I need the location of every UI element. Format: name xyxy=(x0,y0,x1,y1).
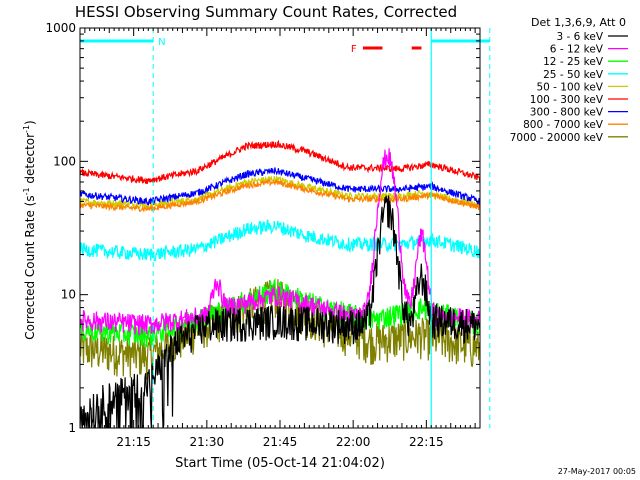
legend-label: 6 - 12 keV xyxy=(550,44,604,56)
legend-label: 800 - 7000 keV xyxy=(523,119,604,131)
series-line xyxy=(80,195,480,428)
series-line xyxy=(80,167,480,206)
series-line xyxy=(80,139,480,185)
x-tick-label: 22:00 xyxy=(336,435,371,449)
y-tick-label: 1 xyxy=(68,421,76,435)
legend-label: 300 - 800 keV xyxy=(530,107,604,119)
legend-label: 100 - 300 keV xyxy=(530,94,604,106)
series-line xyxy=(80,178,480,213)
plot-area xyxy=(80,139,480,428)
x-tick-label: 21:15 xyxy=(116,435,151,449)
x-tick-label: 21:45 xyxy=(263,435,298,449)
flare-marker-label: F xyxy=(351,44,357,55)
legend-label: 7000 - 20000 keV xyxy=(510,132,604,144)
footer-date: 27-May-2017 00:05 xyxy=(558,467,636,476)
x-tick-label: 21:30 xyxy=(190,435,225,449)
y-tick-label: 10 xyxy=(61,288,76,302)
legend-header: Det 1,3,6,9, Att 0 xyxy=(531,16,626,29)
legend-label: 12 - 25 keV xyxy=(543,56,604,68)
series-line xyxy=(80,218,480,262)
series-line xyxy=(80,148,480,337)
axes: 1 10 100 1000 21:15 21:30 21:45 22:00 22:15 xyxy=(45,21,481,449)
overlay-markers: NF xyxy=(80,28,491,428)
night-bar-label: N xyxy=(158,37,165,48)
y-tick-label: 1000 xyxy=(45,21,76,35)
y-tick-label: 100 xyxy=(53,154,76,168)
x-axis-label: Start Time (05-Oct-14 21:04:02) xyxy=(175,456,385,471)
legend-label: 25 - 50 keV xyxy=(543,69,604,81)
legend-label: 50 - 100 keV xyxy=(536,81,603,93)
chart-title: HESSI Observing Summary Count Rates, Cor… xyxy=(75,3,457,21)
legend-label: 3 - 6 keV xyxy=(556,31,603,43)
y-axis-label: Corrected Count Rate (s-1 detector-1) xyxy=(22,120,37,339)
x-tick-label: 22:15 xyxy=(409,435,444,449)
